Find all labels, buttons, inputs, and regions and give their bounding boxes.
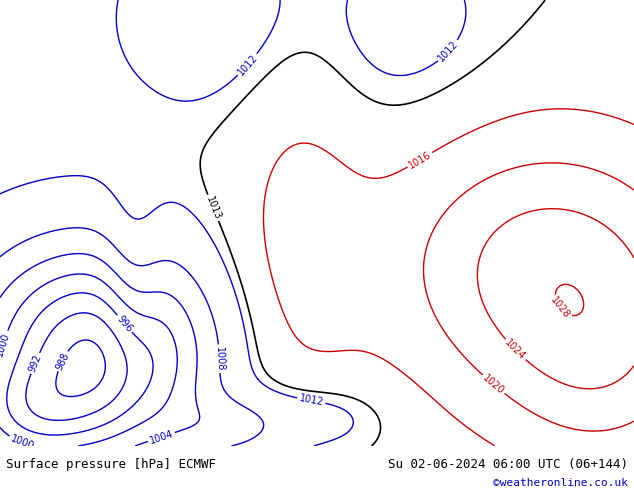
Text: 1013: 1013: [204, 195, 223, 221]
Text: 1028: 1028: [548, 295, 572, 320]
Text: 1020: 1020: [481, 373, 506, 396]
Text: 1012: 1012: [236, 52, 259, 77]
Text: 1000: 1000: [9, 434, 36, 452]
Text: 1004: 1004: [148, 428, 174, 445]
Text: 988: 988: [54, 350, 71, 371]
Text: Surface pressure [hPa] ECMWF: Surface pressure [hPa] ECMWF: [6, 458, 216, 471]
Text: 1012: 1012: [298, 393, 325, 408]
Text: 1000: 1000: [0, 331, 12, 357]
Text: Su 02-06-2024 06:00 UTC (06+144): Su 02-06-2024 06:00 UTC (06+144): [387, 458, 628, 471]
Text: 1012: 1012: [436, 39, 460, 64]
Text: ©weatheronline.co.uk: ©weatheronline.co.uk: [493, 478, 628, 488]
Text: 1016: 1016: [407, 149, 433, 171]
Text: 992: 992: [27, 353, 43, 374]
Text: 996: 996: [115, 314, 134, 334]
Text: 1008: 1008: [214, 346, 225, 371]
Text: 1024: 1024: [503, 338, 527, 362]
